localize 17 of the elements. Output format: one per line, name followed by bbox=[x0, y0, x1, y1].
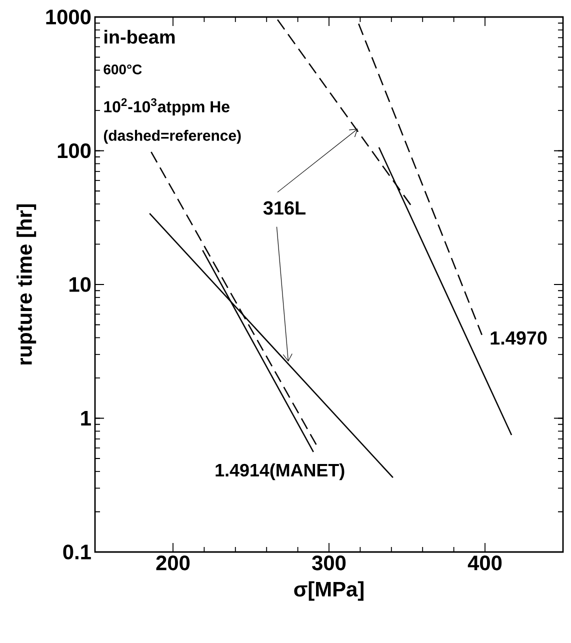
x-tick-label: 200 bbox=[156, 556, 190, 570]
annotation: in-beam bbox=[104, 30, 175, 44]
annotation: 600°C bbox=[104, 64, 142, 74]
y-tick-label: 10 bbox=[70, 277, 91, 292]
y-tick-label: 1 bbox=[81, 411, 91, 426]
annotation: 1.4970 bbox=[490, 331, 547, 345]
annotation: 10$^{2}$-10$^{3}$atppm He bbox=[104, 98, 230, 116]
annotation: 316L bbox=[263, 201, 306, 215]
x-tick-label: 300 bbox=[312, 556, 346, 570]
y-tick-label: 100 bbox=[58, 143, 91, 158]
x-tick-label: 400 bbox=[468, 556, 502, 570]
y-tick-label: 1000 bbox=[46, 10, 91, 24]
x-axis-title: σ[MPa] bbox=[294, 581, 364, 601]
annotation: 1.4914(MANET) bbox=[216, 463, 344, 480]
y-axis-title: rupture time [hr] bbox=[16, 204, 36, 364]
y-tick-label: 0.1 bbox=[63, 544, 91, 560]
annotation: (dashed=reference) bbox=[104, 130, 241, 144]
